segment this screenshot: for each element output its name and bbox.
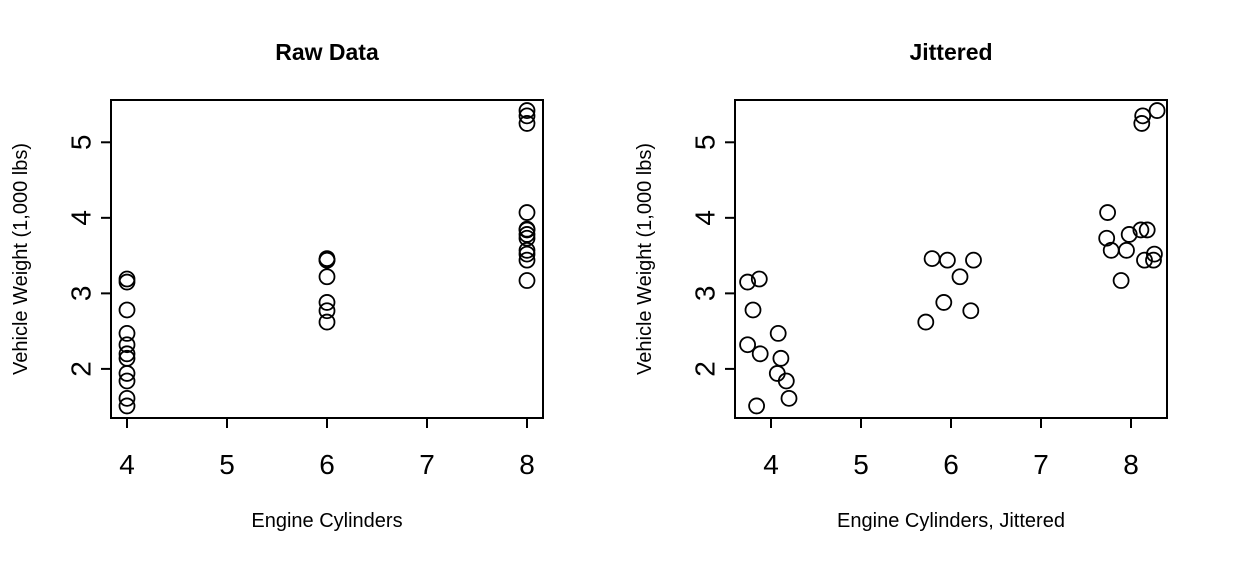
y-tick-label: 2 [66,361,97,377]
data-point [318,313,336,331]
data-point [518,251,536,269]
data-point [951,268,969,286]
data-point [739,273,756,291]
data-point [1146,245,1163,263]
data-point [965,251,982,269]
data-point [518,272,536,289]
data-point [518,226,536,243]
y-axis-label: Vehicle Weight (1,000 lbs) [634,143,656,375]
plot-frame [734,99,1168,419]
data-point [1138,221,1156,239]
data-point [1120,226,1138,243]
chart-title: Raw Data [275,39,379,65]
data-point [518,102,536,119]
jittered-panel: Jittered 4 5 6 7 8 2 3 4 5 Engine Cylinders, Jit… [634,39,1168,532]
data-point [1118,241,1135,259]
data-point [1145,251,1162,269]
x-axis-label: Engine Cylinders [251,510,402,532]
data-point [935,294,953,311]
data-point [780,389,798,407]
data-point [118,349,136,367]
y-tick-label: 5 [690,135,721,151]
chart-title: Jittered [909,39,992,65]
plot-frame [110,99,544,419]
data-point [518,115,536,132]
data-points [739,102,1166,415]
data-point [118,397,136,415]
data-point [318,268,336,286]
x-tick-label: 7 [419,449,435,480]
data-point [118,345,136,363]
data-point [1102,241,1120,259]
axis-ticks: 4 5 6 7 8 2 3 4 5 [690,135,1139,480]
data-point [1132,221,1150,239]
data-point [1112,272,1130,289]
data-point [917,313,935,331]
x-tick-label: 4 [763,449,779,480]
y-tick-label: 4 [66,210,97,226]
data-point [769,325,787,342]
y-tick-label: 5 [66,135,97,151]
data-point [744,301,762,319]
y-tick-label: 4 [690,210,721,226]
axis-ticks: 4 5 6 7 8 2 3 4 5 [66,135,535,480]
data-point [1134,107,1152,125]
data-point [118,301,136,319]
data-point [118,336,136,354]
x-tick-label: 4 [119,449,135,480]
data-point [518,204,536,221]
data-point [739,336,756,354]
x-tick-label: 6 [943,449,959,480]
x-tick-label: 8 [519,449,535,480]
y-axis-label: Vehicle Weight (1,000 lbs) [10,143,32,375]
data-point [1133,115,1151,132]
y-tick-label: 3 [690,286,721,302]
data-point [1136,251,1153,269]
x-tick-label: 7 [1033,449,1049,480]
data-point [318,251,336,269]
data-point [750,270,768,288]
x-tick-label: 5 [219,449,235,480]
raw-data-panel: Raw Data 4 5 6 7 8 2 3 4 5 Engine Cylinders Vehi… [10,39,544,532]
data-point [768,365,786,382]
data-point [772,349,790,367]
x-tick-label: 6 [319,449,335,480]
data-point [118,389,136,407]
data-point [939,251,956,269]
x-tick-label: 8 [1123,449,1139,480]
x-tick-label: 5 [853,449,869,480]
data-point [318,294,336,311]
data-point [777,372,795,390]
data-point [751,345,769,363]
data-point [518,107,536,125]
data-point [748,397,765,415]
data-points [118,102,536,415]
data-point [1148,102,1166,119]
data-point [118,372,136,390]
data-point [518,220,536,238]
data-point [118,270,136,288]
data-point [1099,204,1116,221]
y-tick-label: 3 [66,286,97,302]
data-point [923,250,941,268]
data-point [118,325,136,342]
y-tick-label: 2 [690,361,721,377]
data-point [962,302,980,320]
x-axis-label: Engine Cylinders, Jittered [837,510,1065,532]
data-point [1098,229,1116,247]
data-point [318,302,336,320]
